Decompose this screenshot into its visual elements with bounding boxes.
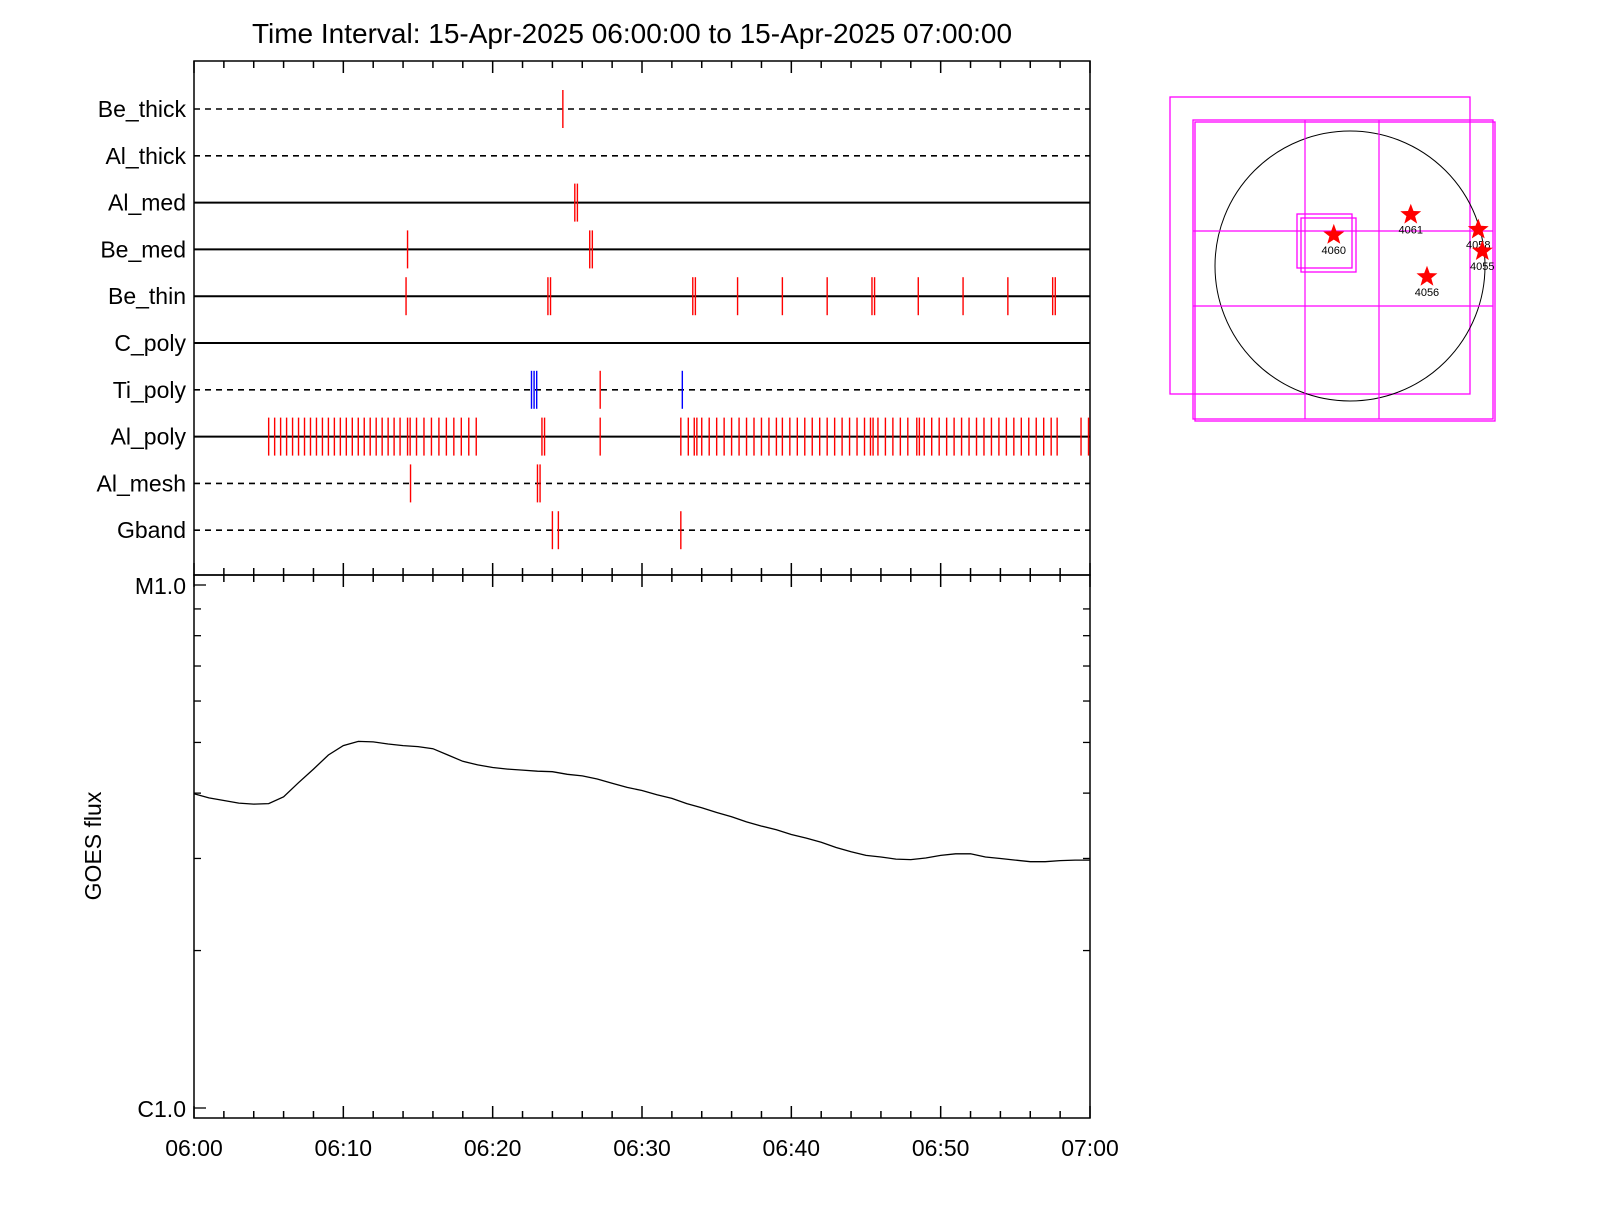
y-axis-label: GOES flux [80,791,106,900]
fov-small-box [1300,217,1357,273]
active-region-star [1416,265,1438,286]
xtick-label: 06:30 [613,1135,671,1161]
flux-frame [193,574,1091,1119]
active-region-label: 4061 [1399,225,1423,237]
active-region-star [1323,223,1345,244]
active-region-star [1471,240,1493,260]
row-label-al-poly: Al_poly [111,424,187,450]
xtick-label: 06:20 [464,1135,522,1161]
fov-box [1192,119,1494,420]
goes-flux-panel: M1.0 C1.0 GOES flux 06:00 06:10 06:20 06:30 06:… [80,573,1119,1161]
active-region-star [1400,203,1422,224]
xtick-label: 06:10 [315,1135,373,1161]
row-label-be-thick: Be_thick [98,96,187,122]
row-label-c-poly: C_poly [114,330,186,356]
active-region-label: 4060 [1322,245,1346,257]
xtick-label: 06:00 [165,1135,223,1161]
active-region-star [1467,218,1489,239]
goes-flux-line [193,740,1090,863]
fov-box [1169,96,1471,395]
ytick-label: M1.0 [135,573,186,599]
ytick-label: C1.0 [137,1096,186,1122]
fov-box [1194,121,1496,422]
xtick-label: 06:50 [912,1135,970,1161]
row-label-al-mesh: Al_mesh [97,470,186,496]
active-region-label: 4055 [1470,261,1494,273]
solar-limb [1214,130,1486,402]
row-label-ti-poly: Ti_poly [113,377,187,403]
timeline-panel: Be_thick Al_thick Al_med Be_med Be_thin C_pol… [97,60,1091,587]
row-label-al-thick: Al_thick [105,143,186,169]
row-label-be-med: Be_med [100,236,186,262]
row-label-al-med: Al_med [108,190,186,216]
fov-small-box [1296,213,1353,269]
xtick-label: 06:40 [763,1135,821,1161]
timeline-frame [193,60,1091,576]
xtick-label: 07:00 [1061,1135,1119,1161]
row-label-be-thin: Be_thin [108,283,186,309]
chart-title: Time Interval: 15-Apr-2025 06:00:00 to 1… [252,18,1012,49]
active-region-label: 4056 [1415,287,1439,299]
row-label-gband: Gband [117,517,186,543]
